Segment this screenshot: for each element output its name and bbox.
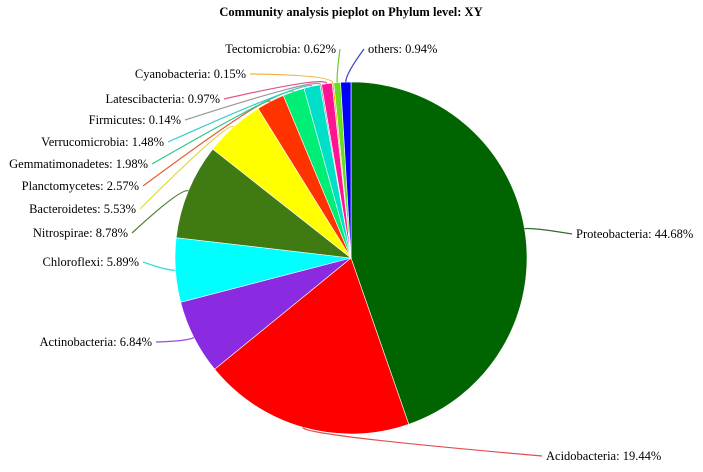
slice-label-tectomicrobia: Tectomicrobia: 0.62% — [225, 42, 336, 56]
leader-line-verrucomicrobia — [167, 85, 313, 143]
slice-label-chloroflexi: Chloroflexi: 5.89% — [42, 255, 139, 269]
slice-label-others: others: 0.94% — [368, 42, 437, 56]
leader-line-nitrospirae — [131, 190, 189, 234]
slice-label-firmicutes: Firmicutes: 0.14% — [89, 113, 181, 127]
leader-line-proteobacteria — [524, 227, 573, 235]
pie-slice-proteobacteria — [350, 81, 528, 425]
slice-label-gemmatimonadetes: Gemmatimonadetes: 1.98% — [9, 157, 148, 171]
leader-line-latescibacteria — [223, 81, 328, 100]
leader-line-acidobacteria — [302, 426, 543, 457]
slice-labels: Proteobacteria: 44.68% Acidobacteria: 19.… — [9, 42, 693, 463]
leader-line-gemmatimonadetes — [151, 90, 295, 165]
leader-lines — [131, 48, 573, 457]
slice-label-nitrospirae: Nitrospirae: 8.78% — [33, 226, 128, 240]
slice-label-cyanobacteria: Cyanobacteria: 0.15% — [135, 67, 246, 81]
leader-line-bacteroidetes — [139, 125, 235, 210]
leader-line-tectomicrobia — [336, 48, 341, 83]
leader-line-firmicutes — [184, 82, 322, 121]
chart-title: Community analysis pieplot on Phylum lev… — [219, 5, 482, 19]
slice-label-verrucomicrobia: Verrucomicrobia: 1.48% — [41, 135, 164, 149]
leader-line-chloroflexi — [142, 261, 176, 271]
slice-label-planctomycetes: Planctomycetes: 2.57% — [22, 179, 139, 193]
pie-slices — [174, 81, 528, 435]
leader-line-cyanobacteria — [249, 73, 334, 84]
leader-line-others — [345, 48, 365, 83]
leader-line-actinobacteria — [155, 337, 195, 343]
slice-label-actinobacteria: Actinobacteria: 6.84% — [40, 335, 152, 349]
leader-line-planctomycetes — [142, 100, 272, 187]
slice-label-latescibacteria: Latescibacteria: 0.97% — [105, 92, 220, 106]
pie-slice-acidobacteria — [214, 257, 410, 435]
slice-label-bacteroidetes: Bacteroidetes: 5.53% — [29, 202, 136, 216]
slice-label-acidobacteria: Acidobacteria: 19.44% — [546, 449, 661, 463]
pie-slice-nitrospirae — [175, 148, 353, 259]
slice-label-proteobacteria: Proteobacteria: 44.68% — [576, 227, 693, 241]
